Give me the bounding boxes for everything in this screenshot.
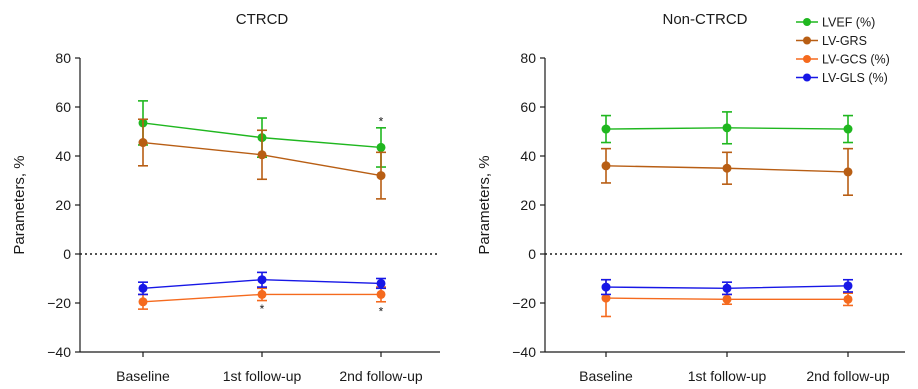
legend: LVEF (%) LV-GRS LV-GCS (%) LV-GLS (%) (796, 16, 890, 85)
legend-label: LV-GLS (%) (822, 71, 888, 85)
legend-item: LV-GLS (%) (796, 71, 888, 85)
y-axis-label: Parameters, % (476, 155, 493, 254)
chart-panel-1: CTRCD Parameters, % −40 −20 0 20 40 60 80 Baselin… (11, 11, 440, 384)
y-tick-label: −40 (512, 344, 536, 360)
legend-item: LVEF (%) (796, 16, 875, 30)
data-point (722, 294, 732, 304)
x-tick-label: 2nd follow-up (339, 368, 422, 384)
chart-title: CTRCD (236, 11, 289, 28)
significance-marker: * (379, 305, 384, 319)
x-tick-label: 1st follow-up (688, 368, 767, 384)
y-axis-label: Parameters, % (11, 155, 28, 254)
data-point (376, 289, 386, 299)
legend-swatch-marker (803, 18, 811, 26)
y-tick-label: 80 (520, 50, 536, 66)
series-lv-gls (601, 278, 853, 296)
data-point (376, 171, 386, 181)
data-point (138, 138, 148, 148)
data-point (257, 150, 267, 160)
data-point (376, 278, 386, 288)
data-point (257, 289, 267, 299)
data-point (722, 123, 732, 133)
data-point (138, 297, 148, 307)
data-point (843, 281, 853, 291)
significance-marker: * (260, 302, 265, 316)
y-tick-label: 80 (55, 50, 71, 66)
data-point (601, 124, 611, 134)
y-tick-label: 0 (63, 246, 71, 262)
legend-swatch-marker (803, 73, 811, 82)
data-point (376, 142, 386, 152)
y-tick-label: 40 (55, 148, 71, 164)
legend-label: LVEF (%) (822, 16, 875, 30)
data-point (257, 275, 267, 285)
series-lv-grs (601, 147, 853, 196)
y-tick-label: 60 (520, 99, 536, 115)
chart-title: Non-CTRCD (662, 11, 747, 28)
data-point (601, 282, 611, 292)
x-tick-label: Baseline (579, 368, 633, 384)
legend-item: LV-GRS (796, 34, 867, 48)
x-tick-label: 1st follow-up (223, 368, 302, 384)
y-tick-label: 0 (528, 246, 536, 262)
chart-panel-2: Non-CTRCD Parameters, % −40 −20 0 20 40 60 80 Bas… (476, 11, 905, 384)
legend-item: LV-GCS (%) (796, 53, 890, 67)
x-tick-label: Baseline (116, 368, 170, 384)
series-lvef (601, 111, 853, 145)
y-tick-label: 40 (520, 148, 536, 164)
data-point (843, 124, 853, 134)
data-point (843, 294, 853, 304)
data-point (601, 293, 611, 303)
data-point (843, 167, 853, 177)
y-tick-label: −20 (512, 295, 536, 311)
data-point (722, 163, 732, 173)
y-tick-label: 20 (55, 197, 71, 213)
data-point (601, 161, 611, 171)
legend-label: LV-GRS (822, 34, 867, 48)
data-point (722, 283, 732, 293)
data-point (138, 283, 148, 293)
significance-marker: * (379, 115, 384, 129)
legend-swatch-marker (803, 36, 811, 45)
legend-label: LV-GCS (%) (822, 53, 890, 67)
series-lv-gls (138, 271, 386, 296)
x-tick-label: 2nd follow-up (806, 368, 889, 384)
legend-swatch-marker (803, 55, 811, 63)
y-tick-label: 20 (520, 197, 536, 213)
y-tick-label: 60 (55, 99, 71, 115)
y-tick-label: −40 (47, 344, 71, 360)
y-tick-label: −20 (47, 295, 71, 311)
series-lv-grs (138, 118, 386, 200)
